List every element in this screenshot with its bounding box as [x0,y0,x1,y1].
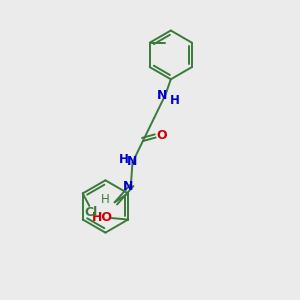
Text: N: N [157,89,168,102]
Text: HO: HO [92,211,113,224]
Text: H: H [118,153,128,166]
Text: Cl: Cl [84,206,98,219]
Text: H: H [101,194,110,206]
Text: O: O [157,129,167,142]
Text: H: H [170,94,180,106]
Text: N: N [123,180,133,194]
Text: N: N [126,155,137,168]
